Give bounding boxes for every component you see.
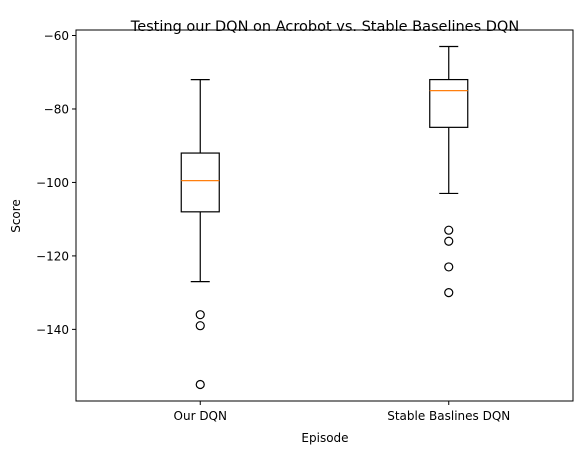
x-tick-label: Our DQN (174, 409, 227, 423)
x-tick-label: Stable Baslines DQN (387, 409, 510, 423)
chart-title: Testing our DQN on Acrobot vs. Stable Ba… (130, 19, 519, 35)
y-tick-label: −100 (36, 176, 69, 190)
y-tick-label: −120 (36, 249, 69, 263)
y-axis-label: Score (9, 199, 23, 233)
x-axis-label: Episode (301, 431, 348, 445)
y-tick-label: −60 (44, 29, 69, 43)
y-tick-label: −140 (36, 323, 69, 337)
y-tick-label: −80 (44, 102, 69, 116)
